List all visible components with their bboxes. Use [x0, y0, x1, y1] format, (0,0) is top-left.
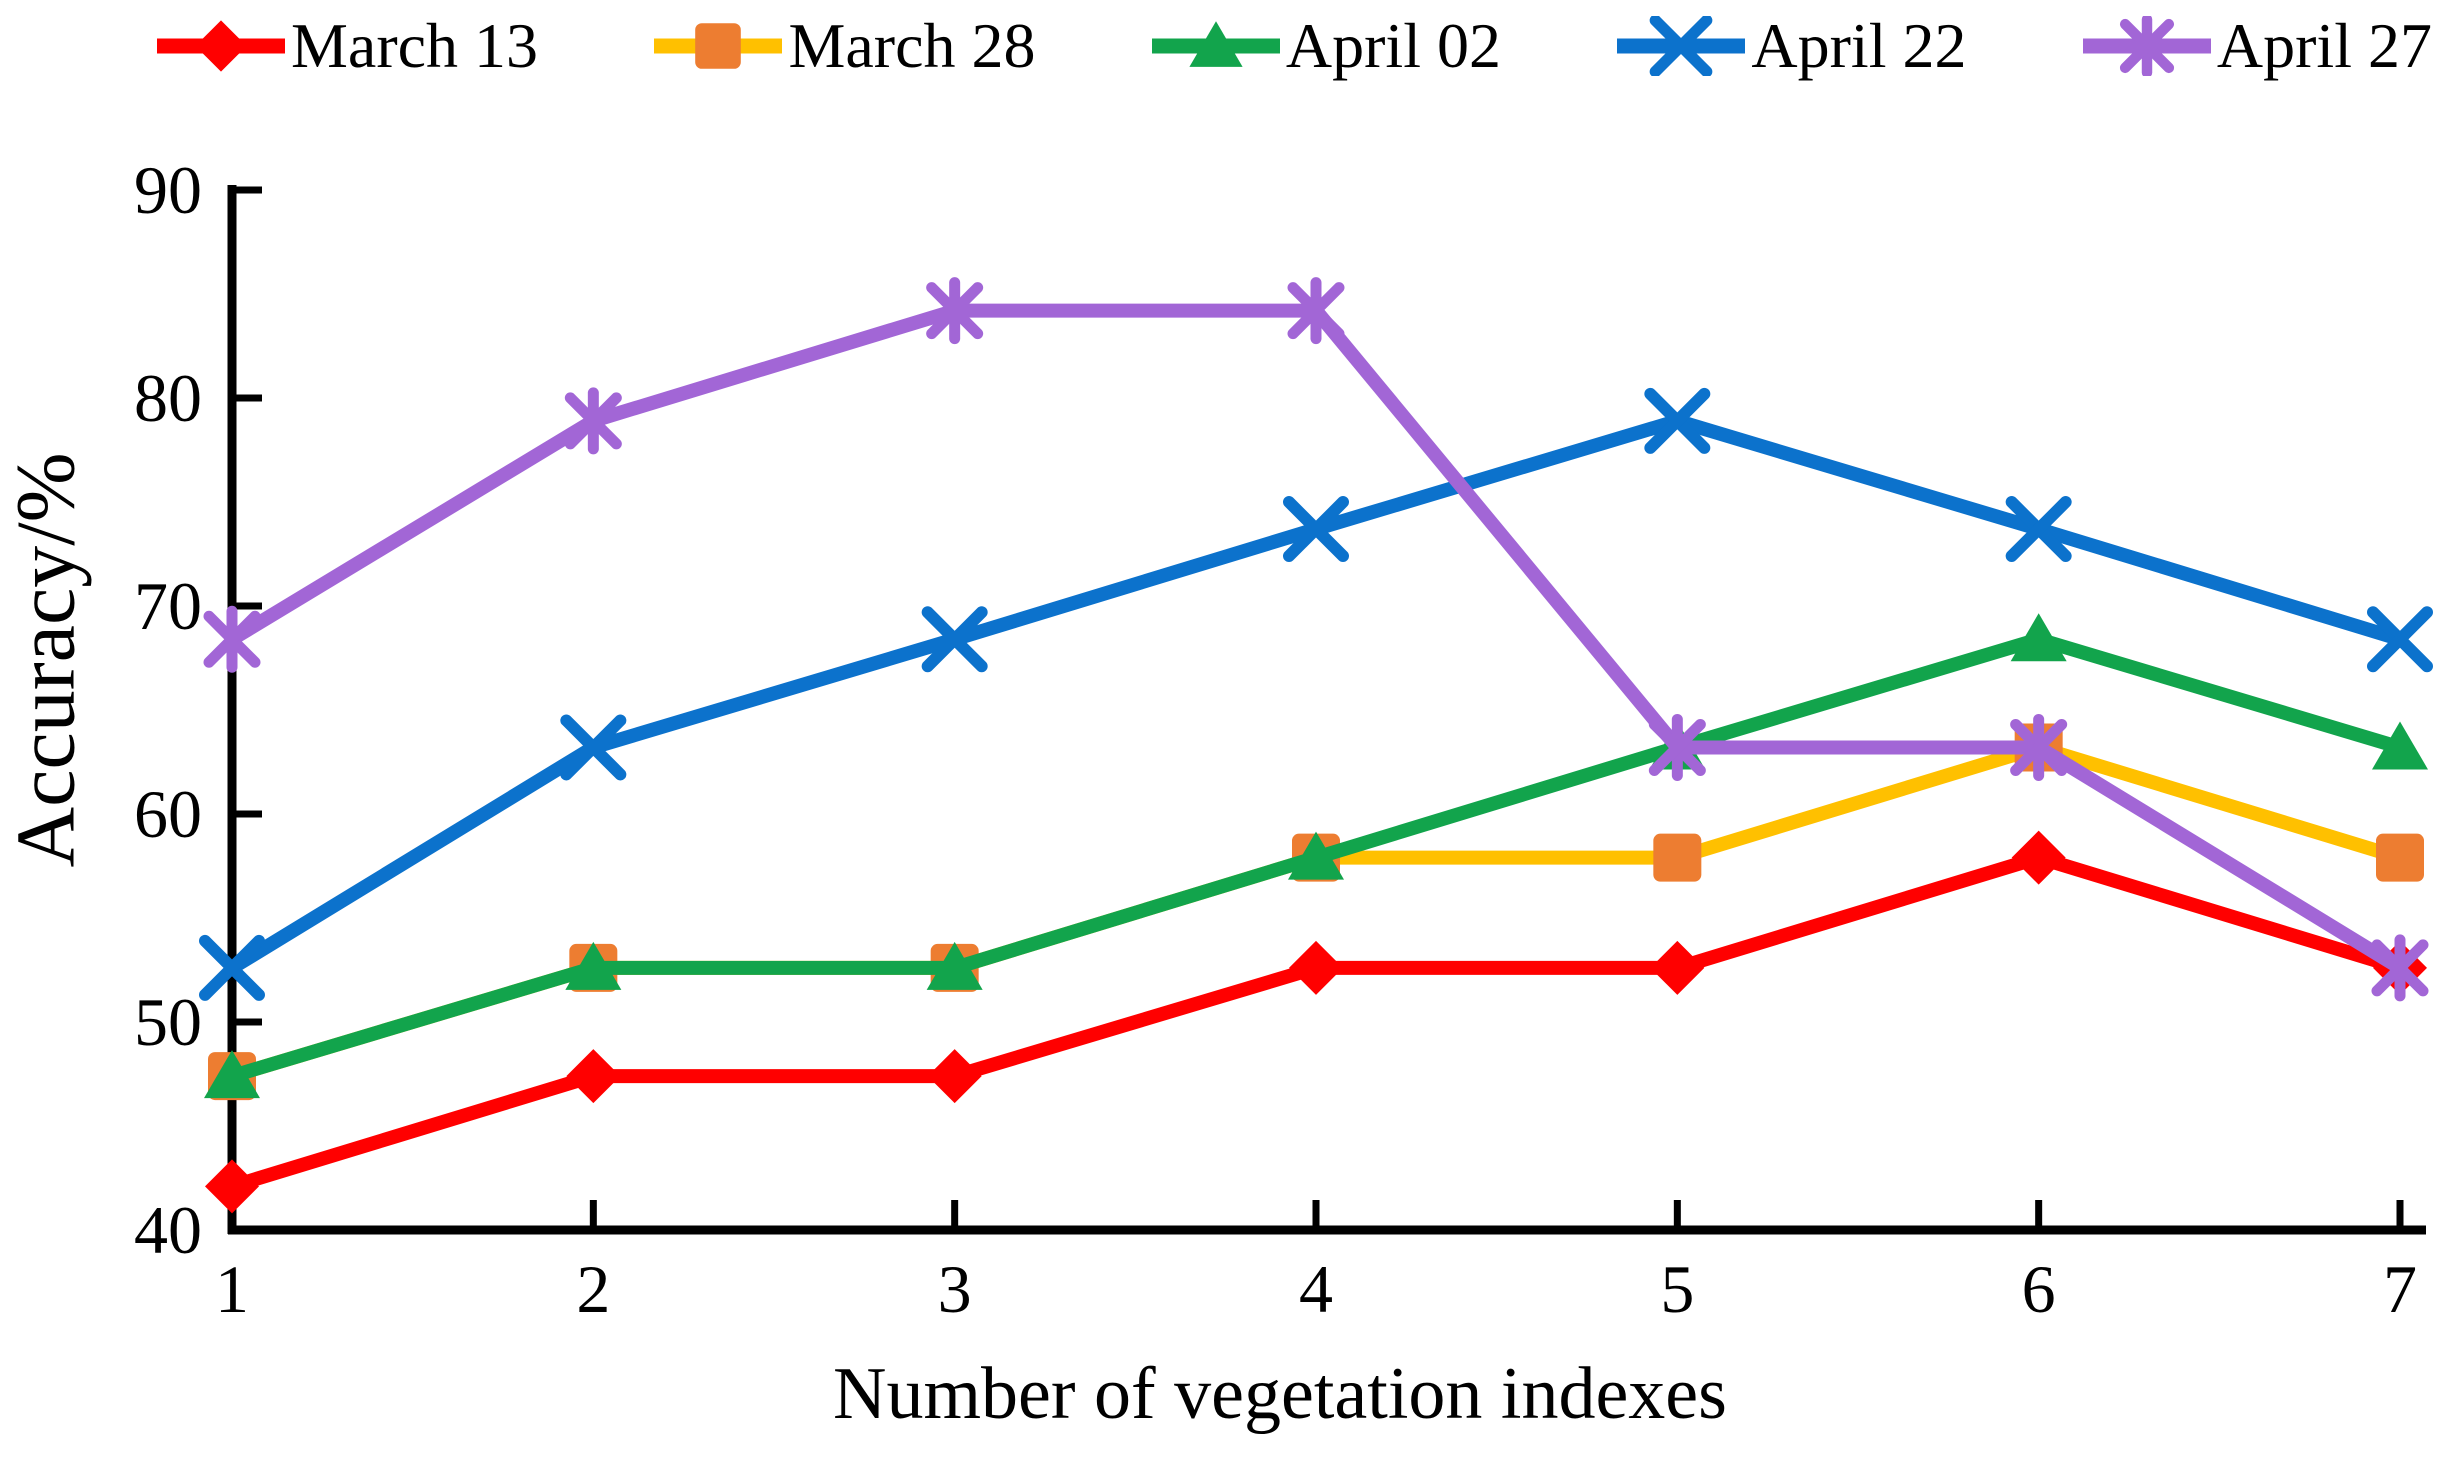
marker-asterisk [1648, 713, 1706, 781]
y-tick-label: 60 [134, 776, 202, 852]
x-tick-label: 2 [576, 1251, 610, 1327]
series-april-27 [203, 277, 2429, 1002]
x-tick-label: 1 [215, 1251, 249, 1327]
marker-triangle [2010, 613, 2067, 662]
marker-triangle [1189, 21, 1243, 67]
marker-asterisk [2119, 16, 2174, 76]
marker-x [921, 606, 988, 673]
legend-item-label: March 13 [291, 10, 539, 81]
marker-x [2005, 496, 2072, 563]
legend-item-label: April 27 [2216, 10, 2432, 81]
y-tick-label: 70 [134, 568, 202, 644]
marker-diamond [927, 1049, 982, 1104]
marker-asterisk [564, 387, 622, 455]
y-tick-label: 50 [134, 984, 202, 1060]
marker-asterisk [2371, 934, 2429, 1002]
marker-square [695, 23, 742, 69]
legend: March 13 March 28 April 02 April 22 April 27 [155, 4, 2432, 88]
marker-diamond [195, 20, 247, 72]
legend-item-label: April 02 [1285, 10, 1501, 81]
marker-square [1653, 833, 1702, 882]
marker-triangle [565, 941, 622, 990]
marker-diamond [566, 1049, 621, 1104]
y-tick-label: 40 [134, 1192, 202, 1268]
y-axis-title: Accuracy/% [0, 452, 93, 868]
legend-item-label: April 22 [1751, 10, 1967, 81]
marker-asterisk [1287, 277, 1345, 345]
series-april-02 [204, 613, 2428, 1099]
marker-x [199, 934, 265, 1001]
x-tick-label: 5 [1660, 1251, 1694, 1327]
legend-marker-asterisk-icon [2082, 16, 2211, 76]
marker-asterisk [926, 277, 984, 345]
marker-triangle [1288, 831, 1344, 880]
legend-item-march-28: March 28 [652, 14, 1035, 78]
series-line-march-28 [225, 740, 2407, 1084]
legend-item-april-02: April 02 [1150, 14, 1501, 78]
marker-square [2376, 833, 2424, 882]
legend-item-april-27: April 27 [2081, 14, 2432, 78]
legend-item-label: March 28 [788, 10, 1036, 81]
legend-marker-square-icon [654, 23, 783, 69]
x-axis-title: Number of vegetation indexes [833, 1353, 1727, 1435]
legend-item-march-13: March 13 [155, 14, 538, 78]
marker-triangle [2372, 721, 2428, 770]
series-march-13 [205, 830, 2427, 1214]
y-tick-label: 90 [134, 152, 202, 228]
marker-x [1283, 496, 1349, 563]
x-tick-label: 6 [2022, 1251, 2056, 1327]
x-tick-label: 7 [2383, 1251, 2417, 1327]
marker-x [1644, 387, 1711, 454]
series-april-22 [199, 387, 2433, 1001]
x-tick-label: 4 [1299, 1251, 1333, 1327]
legend-marker-diamond-icon [157, 20, 285, 72]
marker-asterisk [203, 605, 261, 673]
series-line-march-13 [225, 850, 2407, 1194]
marker-triangle [204, 1050, 260, 1099]
marker-asterisk [2010, 713, 2068, 781]
marker-diamond [1650, 940, 1705, 995]
series-line-april-22 [225, 413, 2407, 975]
legend-marker-x-icon [1617, 16, 1746, 76]
marker-diamond [2011, 830, 2066, 885]
marker-x [2367, 606, 2433, 673]
marker-diamond [1289, 940, 1343, 995]
x-tick-label: 3 [938, 1251, 972, 1327]
marker-diamond [205, 1159, 259, 1214]
marker-x [560, 714, 627, 781]
y-tick-label: 80 [134, 360, 202, 436]
legend-marker-triangle-icon [1151, 21, 1280, 67]
legend-item-april-22: April 22 [1615, 14, 1966, 78]
marker-triangle [926, 941, 983, 990]
marker-x [1650, 16, 1713, 76]
